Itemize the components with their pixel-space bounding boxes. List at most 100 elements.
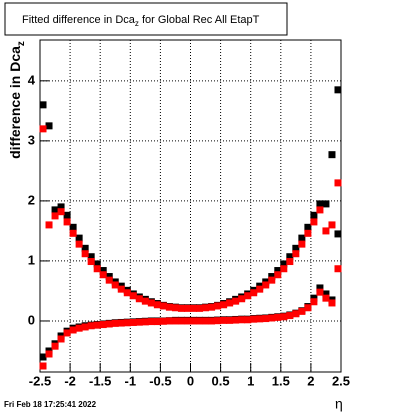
- title-text: for Global Rec All EtapT: [139, 14, 260, 26]
- x-tick-label: 0: [187, 373, 194, 388]
- marker: [105, 276, 113, 284]
- marker: [268, 276, 276, 284]
- marker: [105, 320, 113, 328]
- marker: [220, 316, 228, 324]
- marker: [328, 221, 336, 229]
- marker: [123, 289, 131, 297]
- marker: [129, 292, 137, 300]
- marker: [310, 298, 318, 306]
- marker: [298, 307, 306, 315]
- marker: [334, 179, 342, 187]
- marker: [322, 294, 330, 302]
- marker: [268, 273, 276, 281]
- marker: [214, 317, 222, 325]
- marker: [274, 271, 282, 279]
- marker: [69, 223, 77, 231]
- marker: [310, 211, 318, 219]
- marker: [99, 267, 107, 275]
- x-tick-label: -1: [125, 373, 137, 388]
- marker: [298, 234, 306, 242]
- marker: [202, 304, 210, 312]
- marker: [141, 318, 149, 326]
- x-tick-label: -0.5: [149, 373, 171, 388]
- footer-date: Fri Feb 18 17:25:41 2022: [4, 400, 97, 409]
- marker: [87, 322, 95, 330]
- marker: [147, 318, 155, 326]
- marker: [328, 151, 336, 159]
- marker: [268, 314, 276, 322]
- marker: [196, 304, 204, 312]
- x-tick-label: 2.5: [332, 373, 350, 388]
- x-tick-label: -1.5: [89, 373, 111, 388]
- marker: [99, 321, 107, 329]
- marker: [238, 295, 246, 303]
- marker: [93, 260, 101, 268]
- title-subscript: z: [135, 19, 139, 28]
- marker: [99, 271, 107, 279]
- marker: [316, 288, 324, 296]
- marker: [63, 211, 71, 219]
- marker: [51, 212, 59, 220]
- marker: [286, 253, 294, 261]
- y-tick-label: 0: [28, 312, 35, 327]
- marker: [111, 319, 119, 327]
- marker: [238, 316, 246, 324]
- marker: [123, 319, 131, 327]
- marker: [226, 299, 234, 307]
- marker: [177, 304, 185, 312]
- marker: [304, 304, 312, 312]
- marker: [63, 329, 71, 337]
- marker: [111, 281, 119, 289]
- marker: [286, 258, 294, 266]
- marker: [322, 227, 330, 235]
- marker: [75, 234, 83, 242]
- marker: [87, 258, 95, 266]
- marker: [256, 285, 264, 293]
- marker: [57, 335, 65, 343]
- marker: [105, 273, 113, 281]
- title-box: [4, 2, 288, 36]
- title-text: Fitted difference in Dca: [22, 14, 136, 26]
- marker: [328, 299, 336, 307]
- x-tick-label: 0.5: [212, 373, 230, 388]
- marker: [262, 315, 270, 323]
- marker: [117, 319, 125, 327]
- marker: [135, 318, 143, 326]
- marker: [304, 223, 312, 231]
- marker: [165, 317, 173, 325]
- marker: [214, 302, 222, 310]
- marker: [75, 324, 83, 332]
- marker: [304, 229, 312, 237]
- marker: [147, 299, 155, 307]
- marker: [39, 362, 47, 370]
- x-tick-label: 1.5: [272, 373, 290, 388]
- marker: [129, 318, 137, 326]
- marker: [232, 297, 240, 305]
- marker: [159, 317, 167, 325]
- marker: [39, 125, 47, 133]
- y-label-subscript: z: [16, 41, 27, 46]
- marker: [292, 250, 300, 258]
- marker: [39, 353, 47, 361]
- marker: [244, 292, 252, 300]
- marker: [81, 244, 89, 252]
- marker: [298, 240, 306, 248]
- marker: [69, 229, 77, 237]
- y-tick-label: 3: [28, 132, 35, 147]
- marker: [171, 317, 179, 325]
- marker: [286, 312, 294, 320]
- marker: [190, 317, 198, 325]
- marker: [39, 101, 47, 109]
- marker: [183, 317, 191, 325]
- marker: [51, 342, 59, 350]
- marker: [45, 122, 53, 130]
- marker: [334, 230, 342, 238]
- marker: [81, 250, 89, 258]
- marker: [208, 303, 216, 311]
- marker: [310, 294, 318, 302]
- y-axis-title: difference in Dcaz: [7, 41, 27, 159]
- marker: [280, 313, 288, 321]
- marker: [334, 86, 342, 94]
- marker: [322, 200, 330, 208]
